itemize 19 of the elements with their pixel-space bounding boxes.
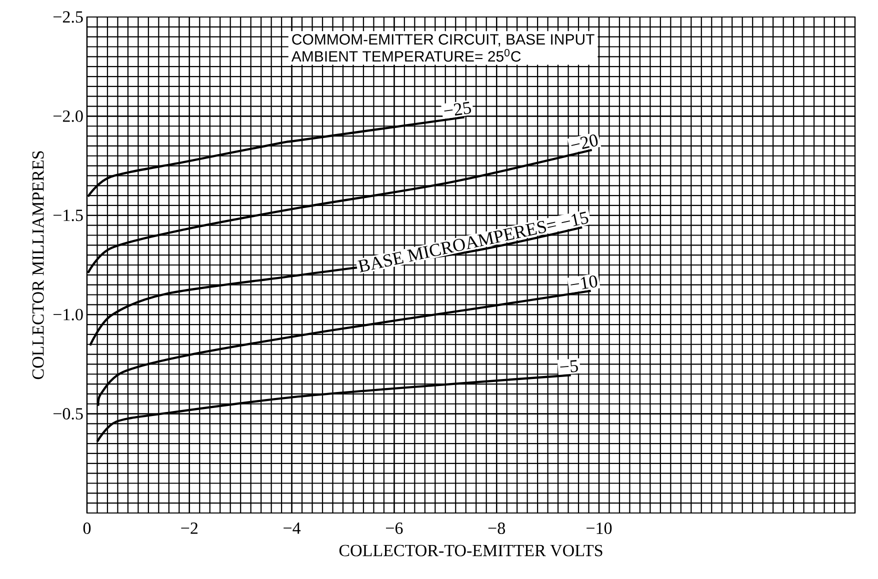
y-tick-label: −2.5 [53, 11, 83, 23]
text: −25 [444, 102, 472, 116]
y-tick-label: −2.0 [53, 110, 83, 122]
x-tick-label: −4 [284, 522, 301, 534]
y-axis-title: COLLECTOR MILLIAMPERES [32, 151, 44, 380]
text: −20 [571, 134, 598, 150]
series-label: −5 [560, 360, 578, 372]
text: −10 [570, 275, 598, 290]
y-tick-label: −0.5 [53, 408, 83, 420]
x-tick-label: −10 [586, 522, 612, 534]
x-tick-label: 0 [83, 522, 91, 534]
annotation: COMMOM-EMITTER CIRCUIT, BASE INPUT [292, 34, 594, 46]
y-tick-label: −1.0 [53, 308, 83, 320]
x-axis-title: COLLECTOR-TO-EMITTER VOLTS [339, 544, 602, 556]
x-tick-label: −6 [386, 522, 403, 534]
x-tick-label: −2 [181, 522, 198, 534]
y-tick-label: −1.5 [53, 210, 83, 222]
annotation: AMBIENT TEMPERATURE= 25$^{0}$C [291, 49, 521, 62]
x-tick-label: −8 [488, 522, 505, 534]
